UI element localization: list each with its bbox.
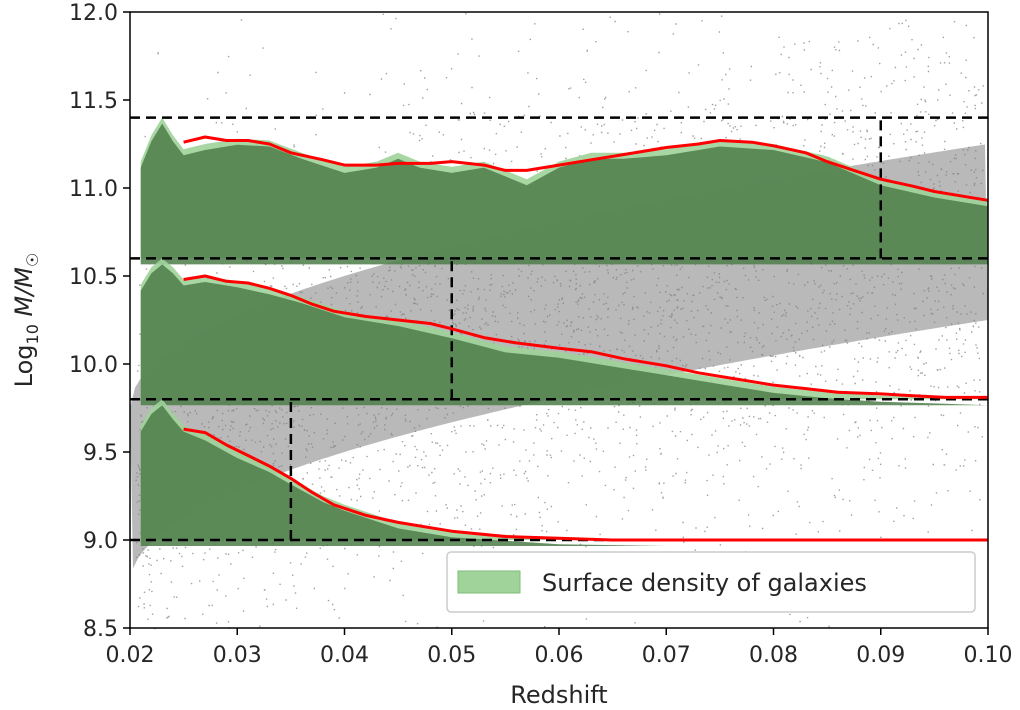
legend-swatch: [457, 570, 521, 594]
x-axis-label: Redshift: [510, 681, 607, 709]
x-tick-label: 0.09: [856, 643, 905, 668]
density-area-low-dark: [140, 405, 988, 546]
x-tick-label: 0.05: [427, 643, 476, 668]
x-tick-label: 0.06: [535, 643, 584, 668]
legend-entry: Surface density of galaxies: [542, 569, 867, 597]
x-tick-label: 0.04: [320, 643, 369, 668]
y-tick-label: 9.0: [83, 529, 118, 554]
y-tick-label: 11.5: [69, 89, 118, 114]
y-axis-label-sub: 10: [23, 324, 42, 344]
density-area-mid-dark: [140, 264, 988, 406]
median-curve-mid: [183, 274, 988, 399]
y-axis-label: Log10 M/M☉: [10, 253, 42, 388]
y-tick-label: 8.5: [83, 617, 118, 642]
x-tick-label: 0.02: [106, 643, 155, 668]
x-tick-label: 0.08: [749, 643, 798, 668]
y-axis-label-base: Log: [10, 344, 38, 387]
x-axis-ticks: 0.02 0.03 0.04 0.05 0.06 0.07 0.08 0.09 0.10: [106, 628, 1013, 668]
y-axis-label-symbol: M/M: [10, 267, 38, 324]
median-curves: [183, 135, 989, 542]
scatter-cloud: [135, 13, 984, 630]
legend: Surface density of galaxies: [446, 551, 976, 613]
y-tick-label: 11.0: [69, 177, 118, 202]
y-tick-label: 10.5: [69, 265, 118, 290]
x-tick-label: 0.03: [213, 643, 262, 668]
density-area-high-dark: [140, 123, 988, 265]
median-curve-high: [183, 135, 989, 202]
median-curve-low: [183, 427, 988, 542]
y-axis-label-sun: ☉: [23, 253, 42, 267]
y-tick-label: 12.0: [69, 1, 118, 26]
y-tick-label: 10.0: [69, 353, 118, 378]
legend-box: [446, 551, 976, 613]
y-tick-label: 9.5: [83, 441, 118, 466]
y-axis-ticks: 8.5 9.0 9.5 10.0 10.5 11.0 11.5 12.0: [69, 1, 130, 642]
x-tick-label: 0.10: [964, 643, 1013, 668]
x-tick-label: 0.07: [642, 643, 691, 668]
density-areas: [140, 117, 988, 546]
